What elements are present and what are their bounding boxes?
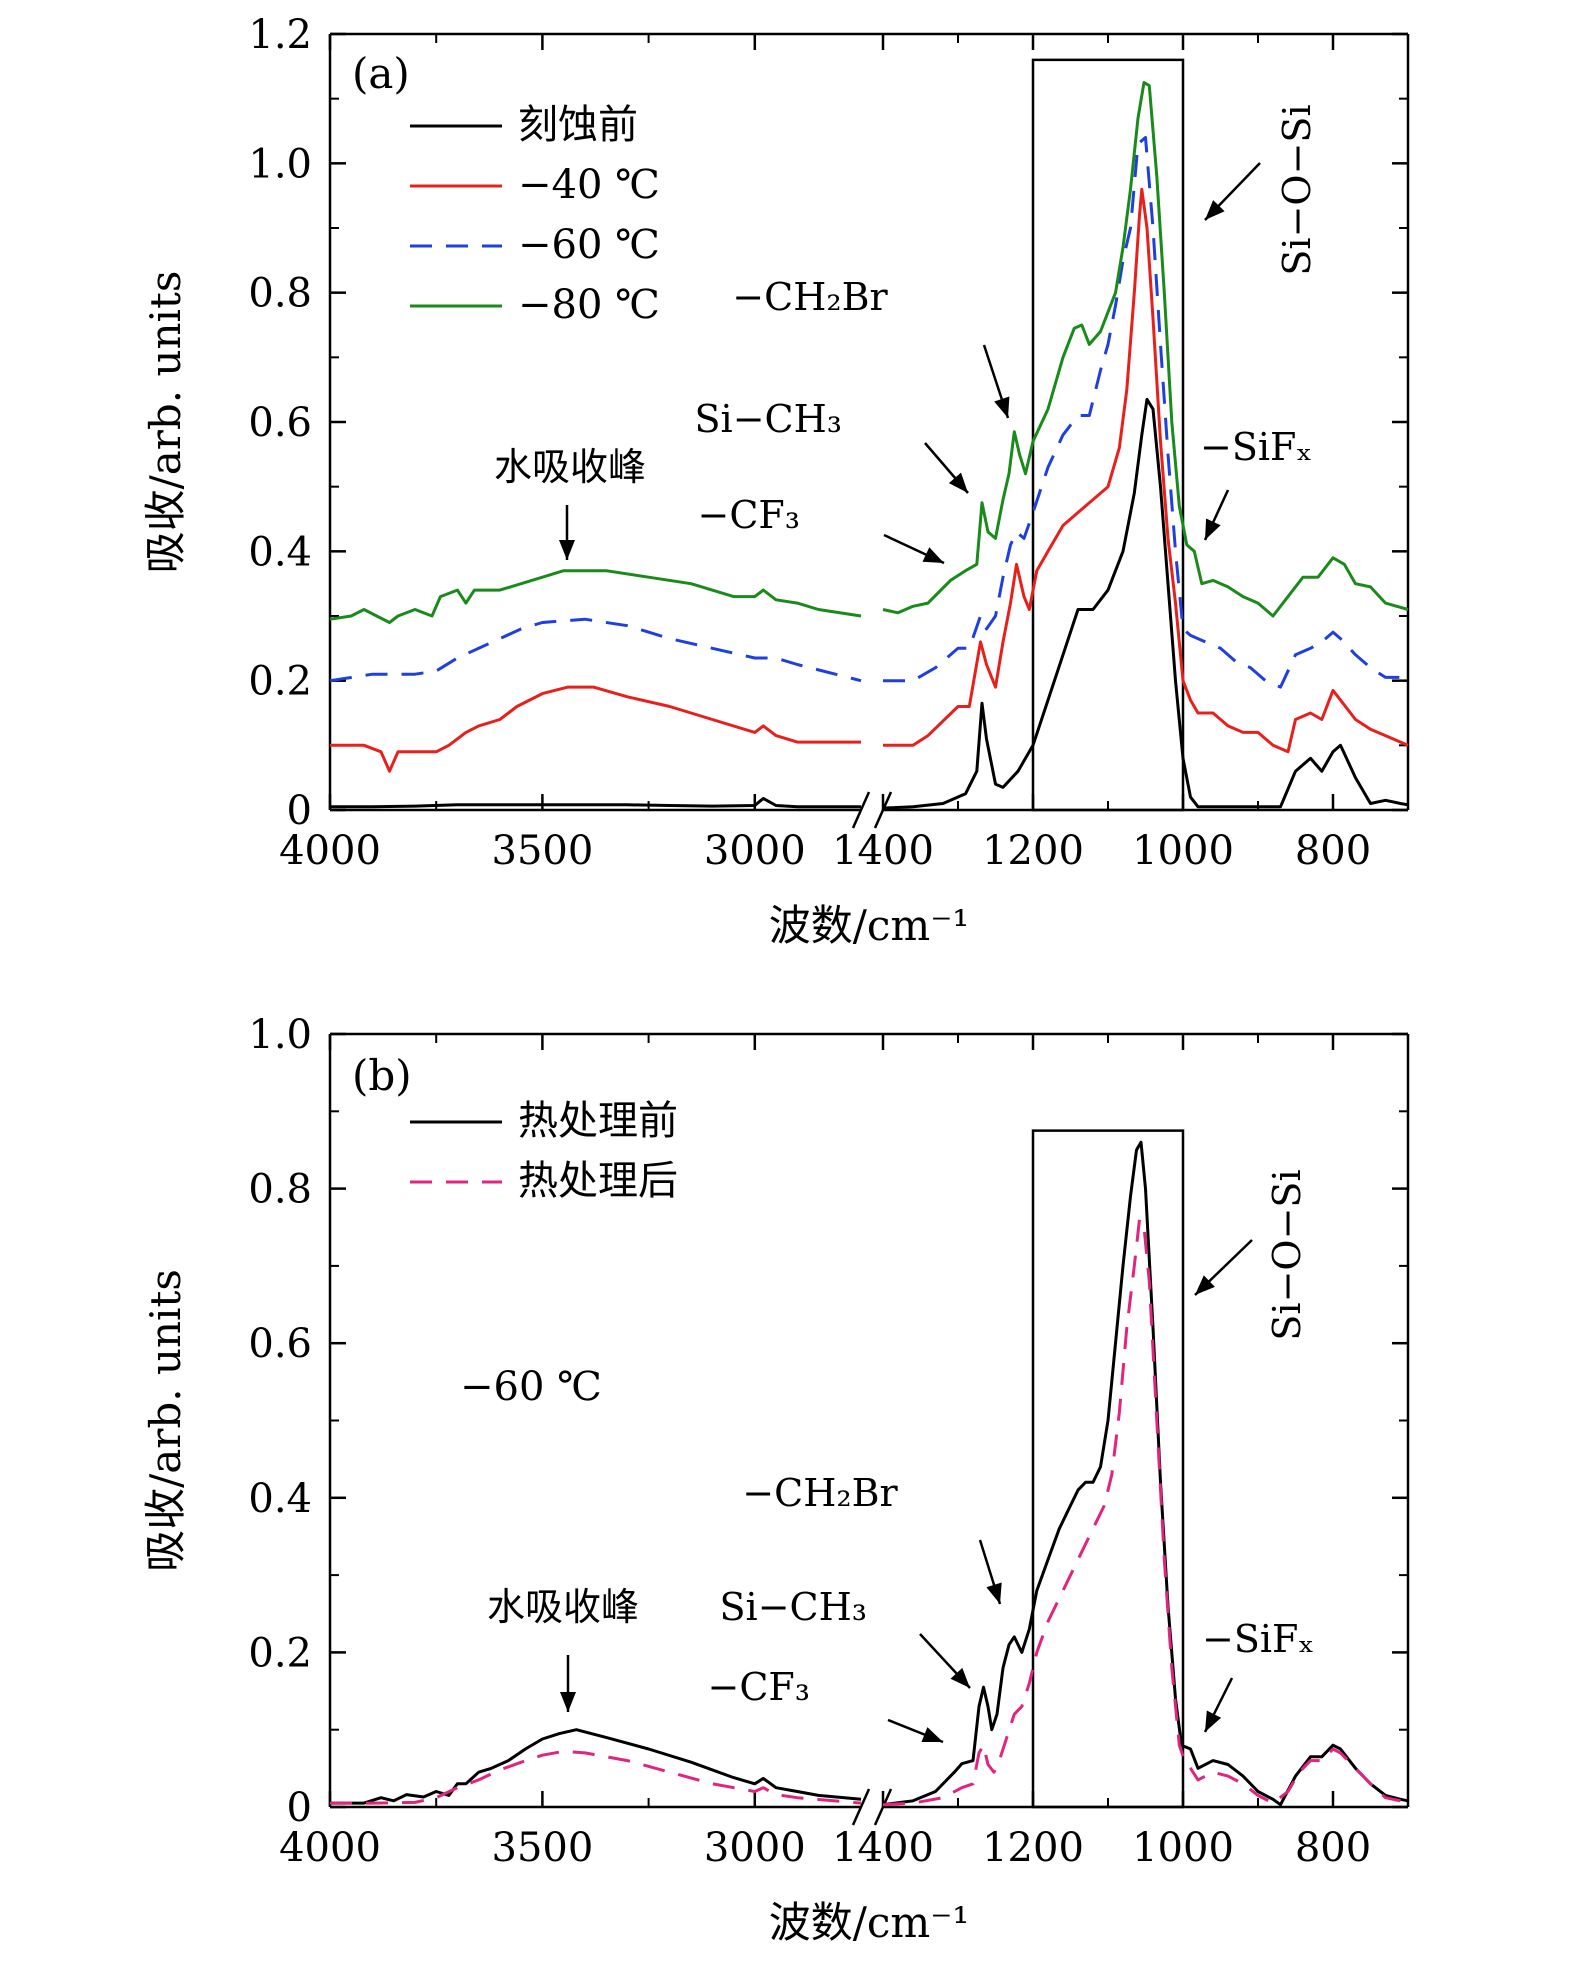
- inset-temperature-label: −60 ℃: [460, 1364, 602, 1410]
- legend-label: −80 ℃: [518, 282, 660, 328]
- x-tick-label: 3500: [492, 828, 594, 874]
- legend-label: −40 ℃: [518, 162, 660, 208]
- panel-a: 0 0.2 0.4 0.6 0.8 1.0 1.2 4000 3500 3000 1400 1200 1…: [141, 12, 1410, 950]
- x-tick-label: 1000: [1132, 828, 1234, 874]
- annotation-label: 水吸收峰: [487, 1585, 639, 1629]
- annotation-arrowhead: [559, 540, 575, 560]
- x-tick-label: 1200: [982, 1825, 1084, 1871]
- x-tick-label: 800: [1295, 828, 1371, 874]
- series-line: [329, 569, 862, 624]
- y-tick-label: 1.0: [248, 141, 312, 187]
- series-line: [883, 136, 1401, 689]
- annotation-label: −SiFₓ: [1202, 1617, 1315, 1661]
- annotation-arrowhead: [986, 1582, 1002, 1604]
- highlight-box: [1031, 58, 1185, 812]
- panel-b: 0 0.2 0.4 0.6 0.8 1.0 4000 3500 3000 1400 1200 1000…: [141, 1012, 1410, 1947]
- x-tick-label: 1400: [832, 1825, 934, 1871]
- series-line: [882, 397, 1409, 810]
- x-axis-label: 波数/cm⁻¹: [769, 901, 970, 950]
- series-line: [882, 1218, 1401, 1807]
- annotation-arrowhead: [950, 1667, 970, 1688]
- y-tick-label: 0: [287, 788, 312, 834]
- x-tick-label: 800: [1295, 1825, 1371, 1871]
- y-axis-label: 吸收/arb. units: [141, 1269, 190, 1572]
- y-tick-label: 0.8: [248, 1167, 312, 1213]
- annotation-label: −CH₂Br: [742, 1471, 898, 1515]
- annotation-label: Si−O−Si: [1275, 104, 1319, 275]
- annotations: 水吸收峰 Si−CH₃ −CF₃ −CH₂Br −SiFₓ Si−O−Si: [494, 104, 1319, 565]
- y-axis-label: 吸收/arb. units: [141, 271, 190, 574]
- legend: 刻蚀前 −40 ℃ −60 ℃ −80 ℃: [410, 102, 660, 328]
- axes-frame: [328, 1032, 1410, 1826]
- legend-label: −60 ℃: [518, 222, 660, 268]
- series-line: [883, 187, 1409, 754]
- annotation-label: −CF₃: [697, 493, 800, 537]
- annotation-label: 水吸收峰: [494, 445, 646, 489]
- y-tick-label: 0.2: [248, 659, 312, 705]
- annotation-arrowhead: [994, 396, 1010, 418]
- panel-label: (b): [352, 1051, 412, 1100]
- x-axis-label: 波数/cm⁻¹: [769, 1898, 970, 1947]
- annotation-arrowhead: [1205, 1710, 1222, 1732]
- x-tick-label: 3000: [704, 1825, 806, 1871]
- series-line: [882, 81, 1409, 618]
- series-line: [330, 1749, 862, 1805]
- y-tick-label: 0: [287, 1785, 312, 1831]
- legend-label: 热处理后: [518, 1158, 678, 1204]
- annotation-arrowhead: [922, 547, 944, 563]
- series-lines: [329, 81, 1409, 810]
- annotation-label: −CH₂Br: [732, 275, 888, 319]
- x-tick-label: 1200: [982, 828, 1084, 874]
- annotation-arrowhead: [1205, 518, 1221, 540]
- legend-label: 热处理前: [518, 1098, 678, 1144]
- axis-break-mark: [851, 1788, 871, 1826]
- axis-break-mark: [851, 791, 871, 829]
- y-tick-label: 0.4: [248, 1476, 312, 1522]
- y-tick-label: 0.6: [248, 400, 312, 446]
- annotation-arrowhead: [948, 472, 968, 493]
- series-line: [330, 1728, 862, 1805]
- annotation-label: Si−CH₃: [695, 397, 842, 441]
- annotation-arrowhead: [1195, 1275, 1215, 1295]
- annotations: 水吸收峰 Si−CH₃ −CF₃ −CH₂Br −SiFₓ Si−O−Si: [487, 1169, 1315, 1744]
- x-tick-label: 3000: [704, 828, 806, 874]
- y-tick-label: 1.2: [248, 12, 312, 58]
- x-tick-label: 3500: [492, 1825, 594, 1871]
- y-tick-label: 0.2: [248, 1630, 312, 1676]
- highlight-box: [1031, 1129, 1185, 1809]
- annotation-label: −SiFₓ: [1200, 425, 1313, 469]
- annotation-label: Si−O−Si: [1265, 1169, 1309, 1340]
- x-tick-label: 4000: [279, 828, 381, 874]
- y-tick-label: 0.4: [248, 529, 312, 575]
- annotation-arrowhead: [560, 1692, 576, 1712]
- x-tick-label: 4000: [279, 1825, 381, 1871]
- series-line: [330, 685, 861, 773]
- x-tick-label: 1400: [832, 828, 934, 874]
- y-tick-label: 1.0: [248, 1012, 312, 1058]
- y-tick-label: 0.8: [248, 271, 312, 317]
- legend-label: 刻蚀前: [518, 102, 638, 148]
- annotation-arrowhead: [1205, 200, 1225, 220]
- annotation-arrowhead: [921, 1727, 943, 1742]
- panel-label: (a): [352, 49, 410, 98]
- series-line: [882, 1140, 1409, 1807]
- series-lines: [330, 1140, 1409, 1807]
- series-line: [330, 796, 861, 809]
- annotation-label: −CF₃: [707, 1665, 810, 1709]
- x-tick-label: 1000: [1132, 1825, 1234, 1871]
- annotation-label: Si−CH₃: [720, 1585, 867, 1629]
- series-line: [329, 617, 862, 683]
- y-tick-label: 0.6: [248, 1321, 312, 1367]
